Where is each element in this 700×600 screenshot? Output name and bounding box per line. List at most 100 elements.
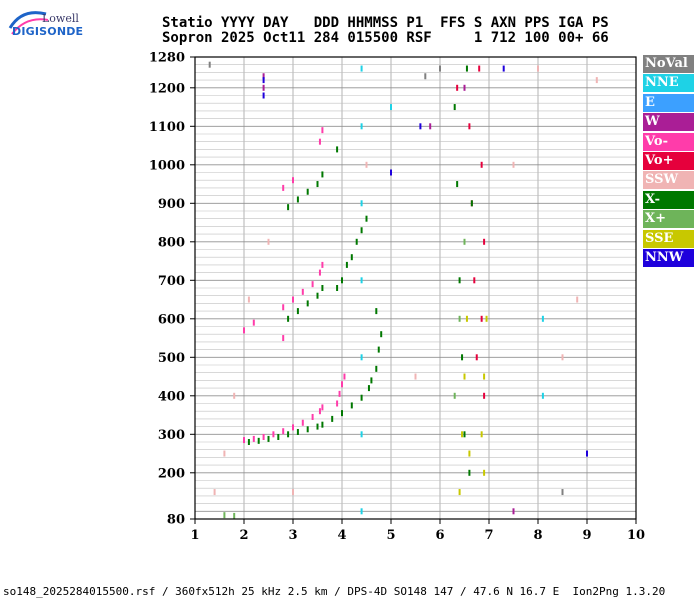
logo-lowell-text: Lowell bbox=[42, 12, 79, 25]
x-tick-label: 6 bbox=[435, 528, 444, 543]
echo-point bbox=[341, 410, 343, 417]
echo-point bbox=[463, 84, 466, 91]
echo-point bbox=[355, 238, 358, 245]
echo-point bbox=[365, 161, 368, 168]
legend-item-e: E bbox=[643, 93, 694, 112]
y-tick-label: 200 bbox=[158, 466, 185, 481]
echo-point bbox=[439, 65, 441, 72]
echo-point bbox=[360, 227, 363, 234]
axis-labels: 1 2 3 4 5 6 7 8 9 10 80 200 300 400 500 600 700 800 900 100… bbox=[149, 51, 645, 544]
echo-point bbox=[480, 161, 483, 168]
x-tick-label: 8 bbox=[533, 528, 542, 543]
echo-point bbox=[456, 181, 459, 188]
echo-point bbox=[461, 431, 464, 438]
echo-point bbox=[311, 281, 314, 288]
echo-point bbox=[321, 171, 324, 178]
echo-point bbox=[321, 404, 324, 411]
echo-point bbox=[321, 285, 324, 291]
echo-point bbox=[475, 354, 478, 361]
echo-point bbox=[561, 489, 564, 496]
echo-point bbox=[233, 392, 236, 399]
echo-point bbox=[223, 512, 226, 519]
header-line-1: Statio YYYY DAY DDD HHMMSS P1 FFS S AXN … bbox=[162, 15, 609, 31]
echo-point bbox=[370, 377, 373, 384]
echo-point bbox=[463, 238, 466, 245]
echo-point bbox=[414, 373, 417, 380]
echo-point bbox=[316, 423, 319, 430]
echo-point bbox=[367, 385, 370, 392]
echo-point bbox=[262, 433, 265, 440]
echo-point bbox=[480, 431, 483, 438]
x-tick-label: 5 bbox=[386, 528, 395, 543]
echo-point bbox=[287, 315, 290, 322]
echo-point bbox=[468, 469, 471, 476]
echo-point bbox=[331, 415, 334, 422]
echo-point bbox=[282, 428, 285, 435]
echo-point bbox=[321, 127, 324, 134]
echo-point bbox=[458, 277, 461, 284]
echo-point bbox=[468, 450, 471, 457]
y-tick-label: 1000 bbox=[149, 158, 185, 173]
echo-point bbox=[537, 65, 539, 72]
echo-point bbox=[360, 431, 363, 438]
echo-point bbox=[360, 200, 363, 207]
echo-point bbox=[478, 65, 481, 72]
echo-point bbox=[350, 254, 353, 261]
echo-point bbox=[247, 296, 250, 303]
echo-point bbox=[360, 65, 363, 72]
echo-point bbox=[360, 394, 363, 401]
echo-point bbox=[456, 84, 459, 91]
echo-point bbox=[541, 315, 544, 322]
x-tick-label: 9 bbox=[582, 528, 591, 543]
legend: NoVal NNE E W Vo- Vo+ SSW X- X+ SSE NNW bbox=[643, 55, 694, 268]
y-tick-label: 300 bbox=[158, 428, 185, 443]
x-tick-label: 2 bbox=[239, 528, 248, 543]
y-tick-label: 1200 bbox=[149, 81, 185, 96]
echo-point bbox=[483, 392, 486, 399]
echo-point bbox=[336, 400, 339, 407]
legend-item-nne: NNE bbox=[643, 74, 694, 93]
echo-point bbox=[316, 181, 319, 188]
echo-point bbox=[465, 65, 468, 72]
y-tick-label: 900 bbox=[158, 197, 185, 212]
echo-point bbox=[296, 428, 299, 435]
echo-point bbox=[453, 392, 456, 399]
echo-point bbox=[267, 238, 270, 245]
echo-point bbox=[296, 196, 299, 203]
echo-point bbox=[306, 188, 309, 195]
echo-point bbox=[318, 138, 321, 145]
echo-point bbox=[463, 431, 466, 438]
echo-point bbox=[292, 296, 294, 303]
echo-point bbox=[243, 437, 245, 444]
echo-point bbox=[360, 123, 363, 130]
echo-point bbox=[576, 296, 579, 303]
echo-point bbox=[468, 123, 471, 130]
echo-point bbox=[252, 435, 255, 442]
echo-point bbox=[243, 327, 245, 334]
echo-point bbox=[292, 489, 294, 496]
echo-point bbox=[262, 92, 265, 99]
echo-point bbox=[458, 315, 461, 322]
echo-point bbox=[365, 215, 368, 222]
echo-point bbox=[453, 104, 456, 111]
y-tick-label: 1100 bbox=[149, 120, 185, 135]
echo-point bbox=[262, 77, 265, 84]
echo-point bbox=[458, 489, 461, 496]
legend-item-ssw: SSW bbox=[643, 171, 694, 190]
echo-point bbox=[282, 304, 285, 311]
echo-point bbox=[208, 61, 211, 68]
y-tick-label: 500 bbox=[158, 351, 185, 366]
echo-point bbox=[541, 392, 544, 399]
logo-swoosh-icon bbox=[8, 11, 49, 35]
legend-item-x-: X- bbox=[643, 190, 694, 209]
echo-point bbox=[595, 77, 598, 84]
echo-point bbox=[301, 419, 304, 426]
echo-point bbox=[390, 104, 392, 111]
echo-point bbox=[419, 123, 422, 130]
echo-point bbox=[360, 508, 363, 515]
echo-point bbox=[390, 169, 392, 176]
echo-point bbox=[336, 285, 339, 291]
echo-point bbox=[461, 354, 464, 361]
x-tick-label: 3 bbox=[288, 528, 297, 543]
